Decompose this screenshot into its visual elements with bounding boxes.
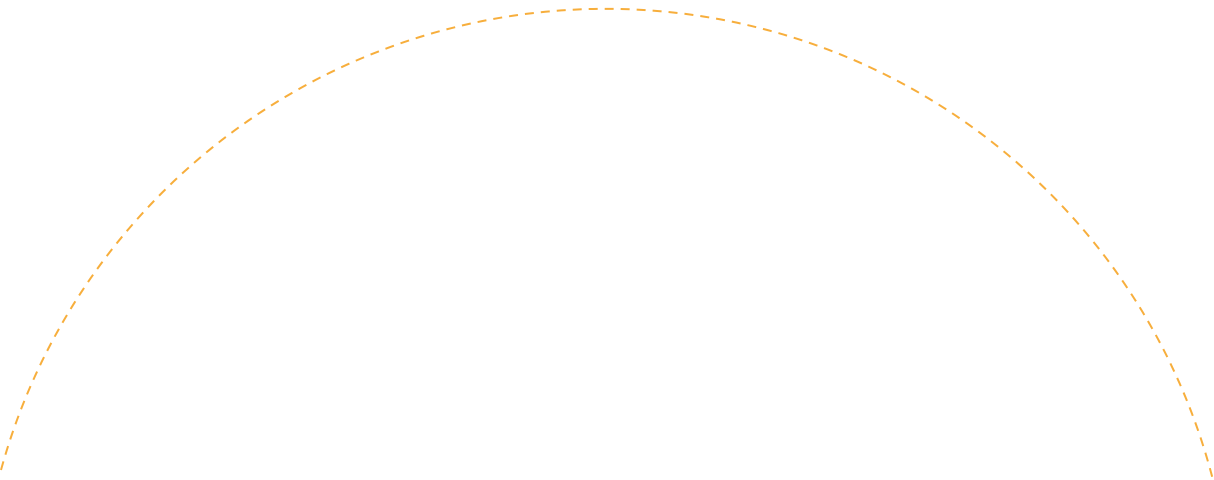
dashed-arc <box>0 7 1214 480</box>
